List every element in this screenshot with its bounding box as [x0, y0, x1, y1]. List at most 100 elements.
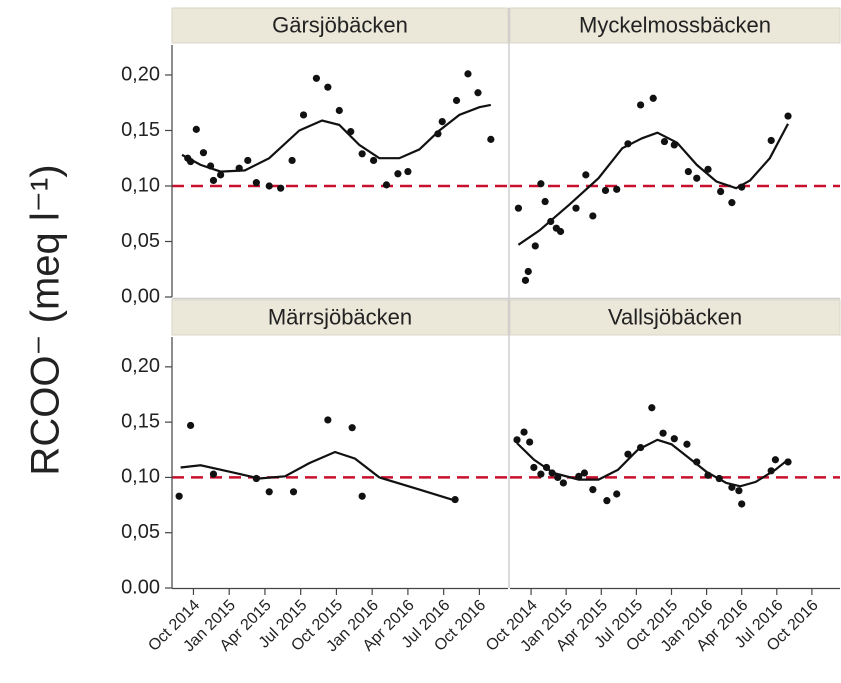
data-point: [559, 479, 567, 487]
panel-title: Märrsjöbäcken: [268, 304, 412, 329]
data-point: [288, 156, 296, 165]
data-point: [580, 469, 589, 477]
panel-title: Vallsjöbäcken: [608, 304, 742, 329]
data-point: [186, 157, 195, 166]
data-point: [589, 485, 597, 494]
fit-line: [516, 438, 789, 488]
y-tick-label: 0,10: [121, 466, 160, 488]
data-point: [717, 187, 725, 196]
data-point: [299, 111, 308, 119]
data-point: [784, 458, 792, 466]
data-point: [693, 174, 701, 182]
data-point: [537, 470, 545, 478]
data-point: [452, 96, 461, 105]
data-point: [693, 458, 701, 466]
panel-header: [171, 299, 509, 336]
data-point: [728, 199, 736, 207]
y-tick-label: 0,00: [121, 285, 160, 307]
data-point: [186, 421, 195, 430]
data-point: [648, 404, 656, 412]
data-point: [738, 183, 746, 191]
data-point: [547, 217, 555, 226]
data-point: [289, 488, 298, 496]
data-point: [767, 136, 775, 145]
data-point: [209, 176, 218, 185]
data-point: [520, 428, 528, 436]
y-axis-label: RCOO⁻ (meq l⁻¹): [24, 164, 68, 475]
data-point: [252, 179, 260, 187]
fit-line: [181, 103, 492, 173]
data-point: [684, 167, 692, 176]
data-point: [526, 438, 534, 446]
data-point: [537, 180, 545, 188]
fit-line: [180, 450, 456, 502]
panel-header: [171, 7, 509, 44]
data-point: [347, 127, 355, 136]
panel-header: [509, 299, 841, 336]
data-point: [404, 167, 412, 176]
data-point: [542, 463, 551, 472]
data-point: [649, 94, 657, 102]
data-point: [335, 106, 343, 115]
data-point: [659, 429, 667, 437]
y-tick-label: 0,15: [121, 410, 160, 432]
data-point: [192, 125, 200, 133]
data-point: [704, 165, 712, 173]
data-point: [265, 182, 273, 190]
data-point: [738, 500, 746, 508]
y-tick-label: 0,20: [121, 63, 160, 85]
data-point: [554, 473, 562, 482]
data-point: [521, 276, 530, 284]
data-point: [589, 212, 597, 220]
data-point: [438, 117, 446, 126]
data-point: [370, 156, 378, 165]
panel-title: Myckelmossbäcken: [579, 12, 771, 37]
data-point: [277, 184, 285, 192]
data-point: [624, 450, 632, 458]
fit-line: [517, 123, 789, 246]
data-point: [358, 492, 366, 500]
data-point: [394, 170, 402, 178]
data-point: [199, 149, 208, 157]
data-point: [348, 424, 356, 432]
data-point: [670, 435, 678, 443]
data-point: [582, 171, 590, 179]
data-point: [670, 141, 678, 149]
y-tick-label: 0,10: [121, 174, 160, 196]
data-point: [209, 470, 218, 478]
data-point: [434, 130, 442, 138]
data-point: [683, 440, 691, 448]
data-point: [514, 204, 523, 212]
data-point: [601, 186, 610, 195]
y-tick-label: 0,05: [121, 230, 160, 252]
data-point: [704, 471, 712, 479]
data-point: [541, 197, 549, 206]
data-point: [464, 70, 472, 78]
data-point: [312, 74, 321, 82]
data-point: [556, 227, 565, 236]
data-point: [624, 140, 632, 148]
data-point: [530, 463, 538, 472]
data-point: [474, 89, 482, 97]
data-point: [715, 474, 723, 483]
data-point: [603, 497, 611, 505]
data-point: [324, 83, 332, 91]
y-tick-label: 0,20: [121, 355, 160, 377]
data-point: [613, 490, 621, 498]
data-point: [207, 162, 215, 170]
data-point: [728, 483, 736, 491]
data-point: [324, 416, 332, 424]
data-point: [382, 181, 391, 189]
data-point: [784, 112, 792, 120]
data-point: [575, 472, 583, 480]
data-point: [735, 487, 743, 495]
data-point: [531, 242, 539, 250]
data-point: [451, 495, 459, 504]
data-point: [548, 469, 556, 477]
data-point: [358, 150, 366, 158]
data-point: [771, 456, 780, 464]
data-point: [175, 492, 183, 500]
data-point: [636, 101, 645, 109]
y-tick-label: 0,15: [121, 119, 160, 141]
